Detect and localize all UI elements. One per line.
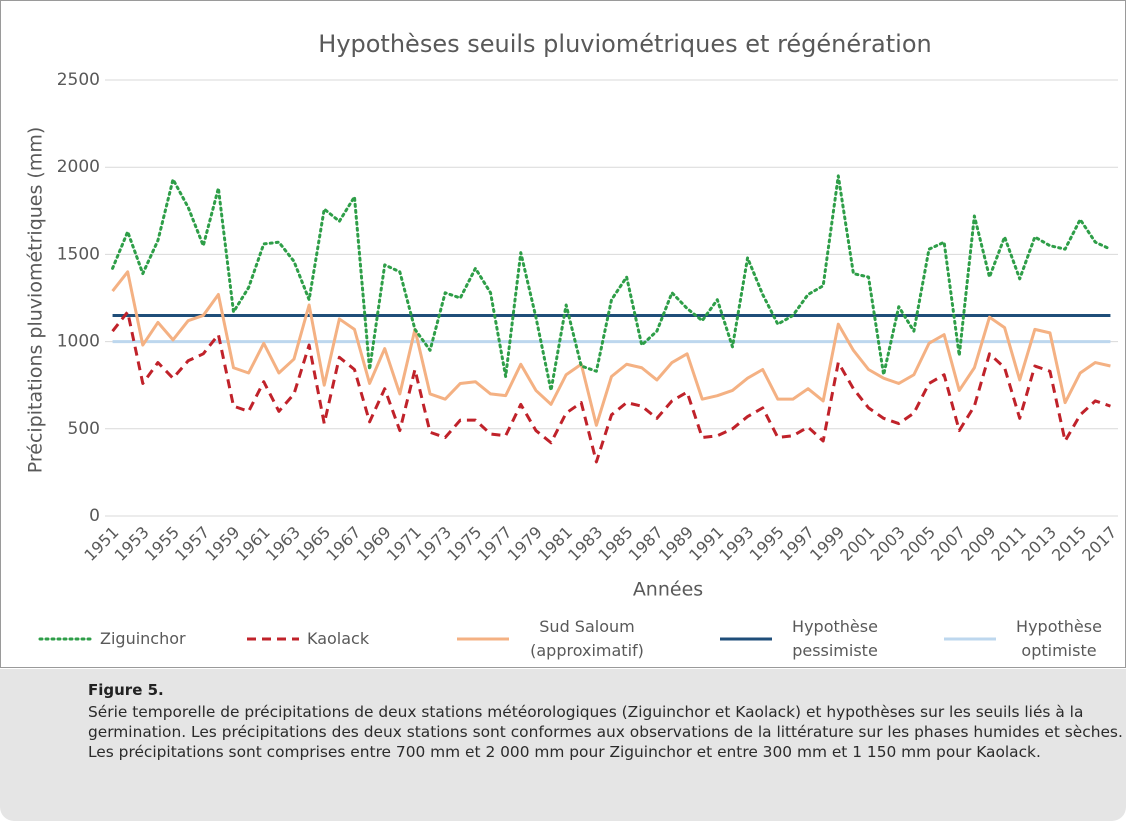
y-tick-label: 2000: [57, 157, 100, 177]
x-tick-label: 1969: [352, 523, 394, 565]
legend-swatch: [944, 637, 996, 641]
x-tick-label: 1991: [685, 523, 727, 565]
x-tick-label: 1973: [413, 523, 455, 565]
x-tick-label: 1985: [594, 523, 636, 565]
legend-label: Sud Saloum (approximatif): [530, 617, 644, 660]
x-tick-label: 1971: [383, 523, 425, 565]
x-tick-label: 1997: [776, 523, 818, 565]
x-tick-label: 1989: [655, 523, 697, 565]
x-tick-label: 1957: [171, 523, 213, 565]
caption-text: Série temporelle de précipitations de de…: [88, 703, 1123, 761]
legend-item: Hypothèse pessimiste: [718, 612, 890, 666]
series-line: [111, 174, 1112, 392]
y-tick-label: 1500: [57, 244, 100, 264]
series-line: [111, 310, 1111, 464]
x-tick-label: 1999: [806, 523, 848, 565]
legend-swatch: [720, 637, 772, 641]
legend-item: Sud Saloum (approximatif): [455, 612, 657, 666]
x-tick-label: 1963: [262, 523, 304, 565]
legend-swatch: [38, 637, 94, 641]
x-tick-label: 2005: [897, 523, 939, 565]
legend-item: Hypothèse optimiste: [942, 612, 1114, 666]
y-tick-label: 2500: [57, 70, 100, 90]
x-tick-label: 2013: [1018, 523, 1060, 565]
x-tick-label: 2015: [1048, 523, 1090, 565]
y-tick-label: 500: [68, 419, 100, 439]
x-tick-label: 1993: [715, 523, 757, 565]
x-tick-label: 1995: [746, 523, 788, 565]
caption-title: Figure 5.: [88, 681, 164, 699]
legend: Ziguinchor Kaolack Sud Saloum (approximati…: [0, 612, 1126, 666]
legend-label: Ziguinchor: [100, 629, 186, 648]
x-tick-label: 2017: [1078, 523, 1120, 565]
x-tick-label: 1955: [141, 523, 183, 565]
caption: Figure 5. Série temporelle de précipitat…: [0, 669, 1126, 821]
x-axis-title: Années: [633, 579, 703, 601]
x-tick-label: 1981: [534, 523, 576, 565]
x-tick-label: 1975: [443, 523, 485, 565]
x-tick-label: 1959: [201, 523, 243, 565]
x-tick-label: 1951: [80, 523, 122, 565]
legend-item: Ziguinchor: [38, 612, 186, 666]
chart: Hypothèses seuils pluviométriques et rég…: [25, 30, 1121, 601]
legend-swatch: [457, 637, 509, 641]
x-tick-label: 2003: [867, 523, 909, 565]
x-tick-label: 1965: [292, 523, 334, 565]
y-tick-label: 0: [89, 506, 100, 526]
y-axis-title: Précipitations pluviométriques (mm): [25, 127, 47, 474]
x-tick-label: 1979: [504, 523, 546, 565]
x-tick-label: 1961: [232, 523, 274, 565]
legend-label: Kaolack: [307, 629, 370, 648]
x-tick-label: 1987: [625, 523, 667, 565]
legend-label: Hypothèse pessimiste: [792, 617, 878, 660]
x-tick-label: 1967: [322, 523, 364, 565]
legend-swatch: [247, 637, 299, 641]
chart-title: Hypothèses seuils pluviométriques et rég…: [318, 30, 931, 58]
legend-item: Kaolack: [245, 612, 369, 666]
x-tick-label: 1977: [473, 523, 515, 565]
legend-label: Hypothèse optimiste: [1016, 617, 1102, 660]
x-tick-label: 2011: [988, 523, 1030, 565]
series-line: [111, 270, 1111, 427]
x-tick-label: 2009: [957, 523, 999, 565]
x-tick-label: 2007: [927, 523, 969, 565]
x-tick-label: 1983: [564, 523, 606, 565]
x-tick-label: 1953: [111, 523, 153, 565]
y-tick-label: 1000: [57, 332, 100, 352]
x-tick-label: 2001: [836, 523, 878, 565]
